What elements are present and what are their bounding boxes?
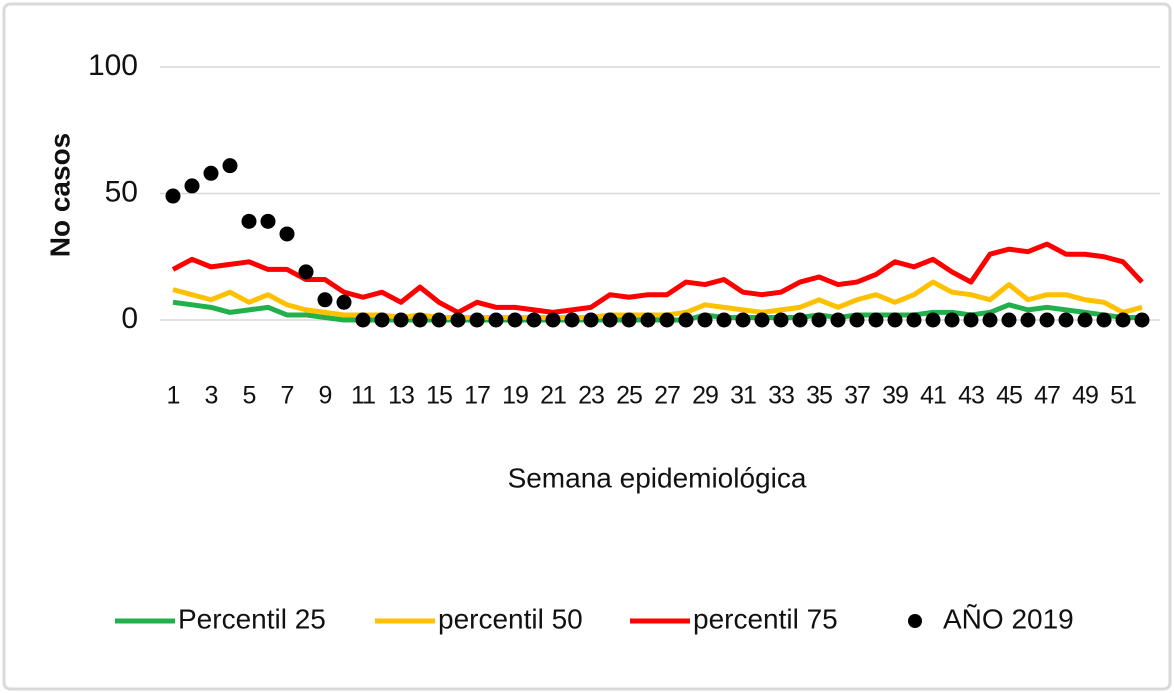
x-tick-label: 13	[388, 382, 414, 410]
x-tick-label: 39	[882, 382, 908, 410]
x-tick-label: 7	[281, 382, 294, 410]
data-point	[697, 312, 713, 328]
data-point	[545, 312, 561, 328]
data-point	[1020, 312, 1036, 328]
x-tick-label: 9	[319, 382, 332, 410]
data-point	[298, 264, 314, 280]
x-tick-label: 41	[920, 382, 946, 410]
x-tick-label: 27	[654, 382, 680, 410]
data-point	[317, 292, 333, 308]
data-point	[602, 312, 618, 328]
x-tick-label: 15	[426, 382, 452, 410]
data-point	[488, 312, 504, 328]
legend-label: AÑO 2019	[943, 603, 1074, 634]
data-point	[811, 312, 827, 328]
data-point	[279, 226, 295, 242]
y-tick-label: 50	[105, 175, 138, 208]
x-tick-label: 45	[996, 382, 1022, 410]
data-point	[412, 312, 428, 328]
data-point	[431, 312, 447, 328]
data-point	[735, 312, 751, 328]
x-tick-label: 23	[578, 382, 604, 410]
data-point	[450, 312, 466, 328]
data-point	[868, 312, 884, 328]
x-tick-label: 51	[1110, 382, 1136, 410]
x-tick-label: 21	[540, 382, 566, 410]
data-point	[393, 312, 409, 328]
x-tick-label: 1	[167, 382, 180, 410]
legend-label: percentil 75	[693, 603, 838, 634]
data-point	[830, 312, 846, 328]
data-point	[184, 178, 200, 194]
data-point	[906, 312, 922, 328]
x-axis-label: Semana epidemiológica	[508, 462, 807, 493]
x-tick-label: 5	[243, 382, 256, 410]
y-tick-label: 100	[88, 49, 138, 82]
y-axis-label: No casos	[44, 133, 75, 258]
data-point	[1077, 312, 1093, 328]
data-point	[374, 312, 390, 328]
data-point	[336, 294, 352, 310]
data-point	[203, 165, 219, 181]
data-point	[773, 312, 789, 328]
data-point	[165, 188, 181, 204]
data-point	[1115, 312, 1131, 328]
data-point	[222, 158, 238, 174]
data-point	[887, 312, 903, 328]
data-point	[621, 312, 637, 328]
data-point	[640, 312, 656, 328]
series-line	[171, 241, 1144, 315]
x-tick-label: 19	[502, 382, 528, 410]
data-point	[944, 312, 960, 328]
data-point	[260, 213, 276, 229]
data-point	[469, 312, 485, 328]
x-tick-label: 31	[730, 382, 756, 410]
data-point	[1096, 312, 1112, 328]
x-tick-label: 11	[351, 382, 375, 410]
x-tick-label: 37	[844, 382, 870, 410]
x-tick-label: 43	[958, 382, 984, 410]
x-tick-label: 33	[768, 382, 794, 410]
data-point	[583, 312, 599, 328]
data-point	[1001, 312, 1017, 328]
data-point	[1039, 312, 1055, 328]
series-line	[172, 299, 1142, 323]
data-point	[1134, 312, 1150, 328]
data-point	[716, 312, 732, 328]
data-point	[526, 312, 542, 328]
legend-label: Percentil 25	[178, 603, 326, 634]
data-point	[982, 312, 998, 328]
data-point	[564, 312, 580, 328]
x-tick-label: 17	[464, 382, 490, 410]
y-tick-label: 0	[121, 302, 138, 335]
legend-label: percentil 50	[438, 603, 583, 634]
data-point	[507, 312, 523, 328]
x-tick-label: 47	[1034, 382, 1060, 410]
data-point	[754, 312, 770, 328]
data-point	[849, 312, 865, 328]
data-point	[678, 312, 694, 328]
data-point	[963, 312, 979, 328]
data-point	[1058, 312, 1074, 328]
data-point	[355, 312, 371, 328]
x-tick-label: 35	[806, 382, 832, 410]
data-point	[925, 312, 941, 328]
x-tick-label: 29	[692, 382, 718, 410]
data-point	[659, 312, 675, 328]
data-point	[241, 213, 257, 229]
x-tick-label: 3	[205, 382, 218, 410]
series-line	[172, 279, 1143, 320]
legend-marker	[908, 614, 922, 628]
x-tick-label: 49	[1072, 382, 1098, 410]
x-tick-label: 25	[616, 382, 642, 410]
data-point	[792, 312, 808, 328]
